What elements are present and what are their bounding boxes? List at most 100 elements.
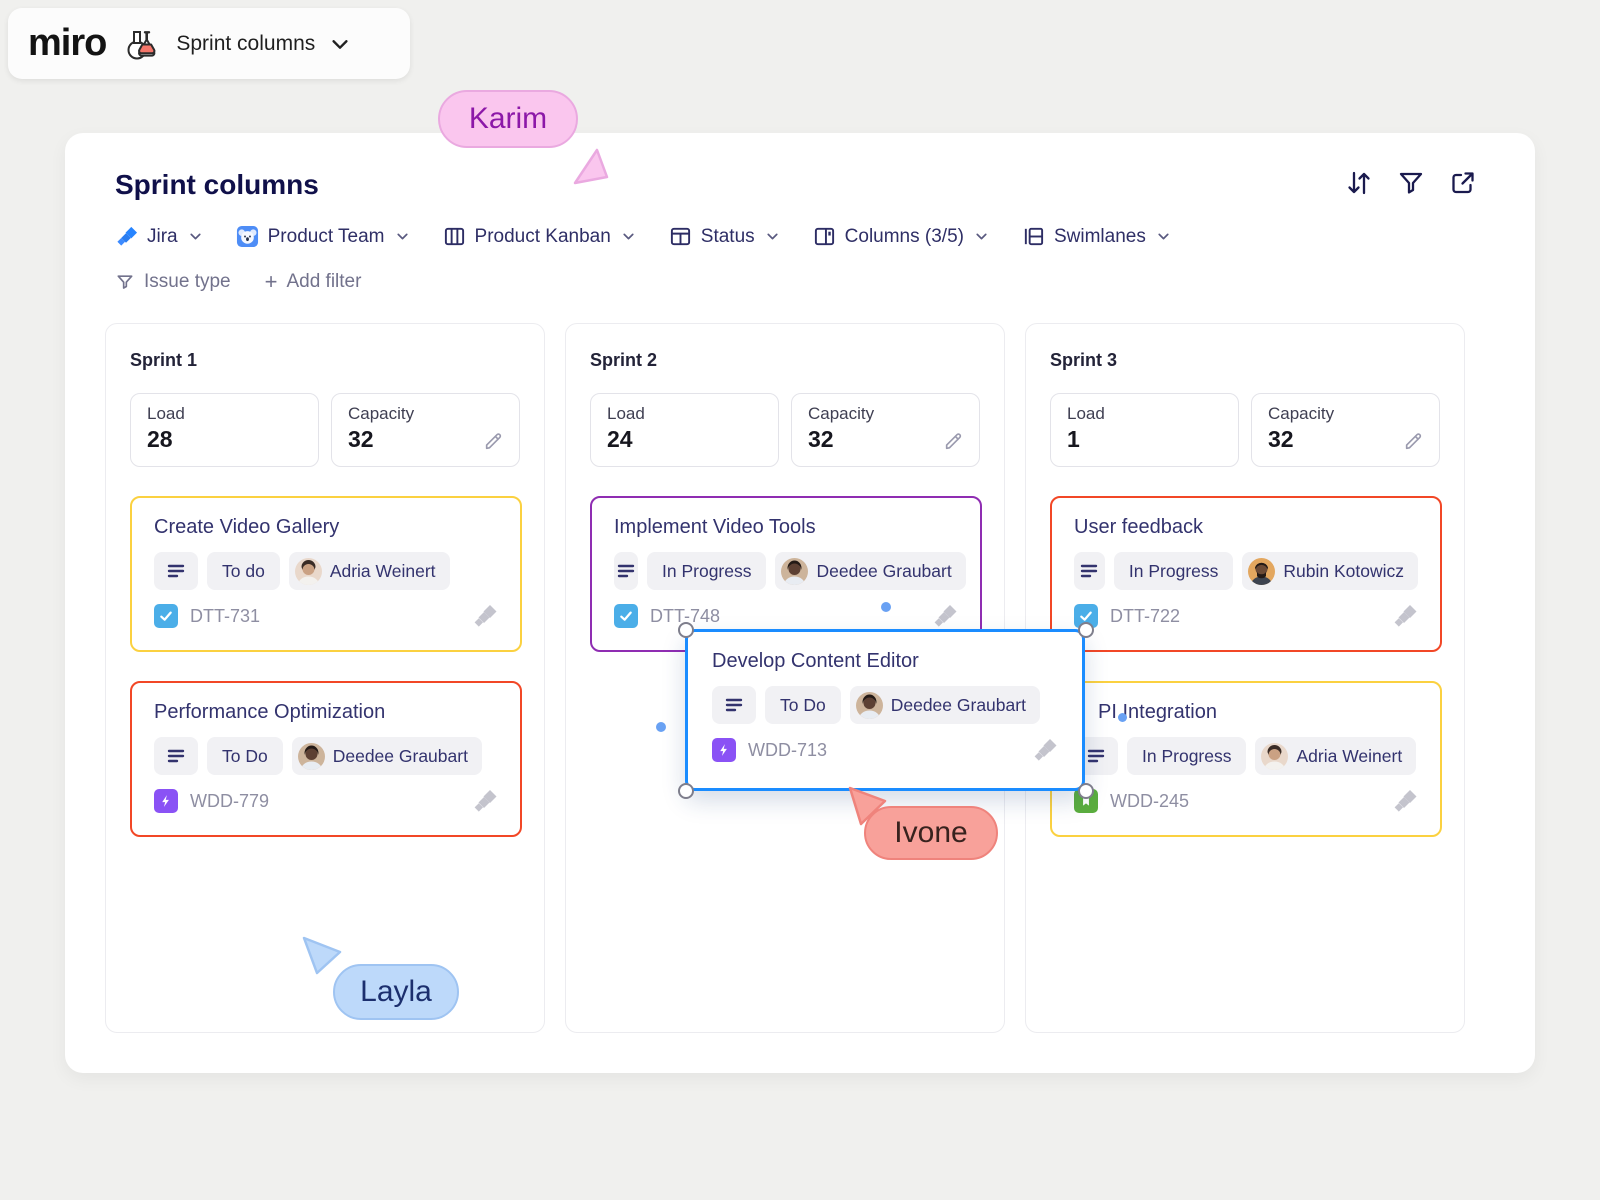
status-label: In Progress xyxy=(1128,560,1219,581)
miro-logo: miro xyxy=(28,22,107,64)
capacity-value: 32 xyxy=(348,426,374,452)
load-box: Load 24 xyxy=(590,393,779,467)
card-title: PI Integration xyxy=(1098,701,1217,723)
filter-icon[interactable] xyxy=(1397,169,1425,197)
description-icon[interactable] xyxy=(154,552,198,590)
load-label: Load xyxy=(147,404,185,423)
filter-product-kanban[interactable]: Product Kanban xyxy=(443,225,637,248)
collaborator-name: Karim xyxy=(468,102,548,135)
status-chip[interactable]: To do xyxy=(207,552,280,590)
load-value: 28 xyxy=(147,426,173,452)
collaborator-name: Ivone xyxy=(894,816,968,849)
card-implement-video-tools[interactable]: Implement Video Tools In Progress Deedee… xyxy=(590,496,982,652)
sort-icon[interactable] xyxy=(1345,169,1373,197)
selection-handle-bottom-left[interactable] xyxy=(678,783,694,799)
flask-board-icon xyxy=(124,25,162,63)
issue-type-task-icon xyxy=(154,604,178,628)
status-label: To do xyxy=(222,560,265,581)
sprint-columns-widget: Sprint columns xyxy=(65,133,1535,1073)
status-label: To Do xyxy=(780,694,826,715)
filter-product-team[interactable]: Product Team xyxy=(236,225,411,248)
column-sprint-3: Sprint 3 Load 1 Capacity 32 User feedbac… xyxy=(1025,323,1465,1033)
load-label: Load xyxy=(1067,404,1105,423)
selection-handle-top-right[interactable] xyxy=(1078,622,1094,638)
capacity-box: Capacity 32 xyxy=(331,393,520,467)
jira-icon xyxy=(932,603,958,629)
load-value: 1 xyxy=(1067,426,1080,452)
capacity-box: Capacity 32 xyxy=(1251,393,1440,467)
filter-label: Columns (3/5) xyxy=(844,225,964,247)
edit-pencil-icon[interactable] xyxy=(943,430,965,452)
jira-icon xyxy=(115,225,138,248)
description-icon[interactable] xyxy=(614,552,638,590)
assignee-chip[interactable]: Deedee Graubart xyxy=(775,552,966,590)
issue-key: DTT-731 xyxy=(190,605,261,626)
karim-cursor-pointer xyxy=(573,148,609,185)
card-pi-integration[interactable]: PI Integration In Progress Adria Weinert xyxy=(1050,681,1442,837)
app-bar: miro Sprint columns xyxy=(8,8,410,79)
load-box: Load 28 xyxy=(130,393,319,467)
edit-pencil-icon[interactable] xyxy=(1403,430,1425,452)
description-icon[interactable] xyxy=(1074,552,1105,590)
collaborator-dot xyxy=(1118,713,1127,722)
issue-type-bolt-icon xyxy=(712,738,736,762)
issue-type-label: Issue type xyxy=(144,271,231,292)
issue-type-filter[interactable]: Issue type xyxy=(115,271,231,293)
add-filter-button[interactable]: + Add filter xyxy=(265,271,362,293)
assignee-name: Deedee Graubart xyxy=(890,694,1026,715)
card-user-feedback[interactable]: User feedback In Progress Rubin Kotowicz xyxy=(1050,496,1442,652)
capacity-value: 32 xyxy=(808,426,834,452)
status-label: To Do xyxy=(222,745,268,766)
assignee-chip[interactable]: Rubin Kotowicz xyxy=(1242,552,1418,590)
issue-type-bolt-icon xyxy=(154,789,178,813)
chevron-down-icon xyxy=(620,228,637,245)
widget-toolbar xyxy=(1345,169,1477,197)
swimlanes-icon xyxy=(1022,225,1045,248)
edit-pencil-icon[interactable] xyxy=(483,430,505,452)
add-filter-label: Add filter xyxy=(286,271,362,292)
assignee-name: Adria Weinert xyxy=(329,560,436,581)
status-chip[interactable]: To Do xyxy=(765,686,841,724)
assignee-name: Rubin Kotowicz xyxy=(1283,560,1404,581)
column-name: Sprint 2 xyxy=(590,350,658,370)
avatar xyxy=(855,691,883,719)
filter-status[interactable]: Status xyxy=(669,225,781,248)
card-create-video-gallery[interactable]: Create Video Gallery To do Adria Weinert xyxy=(130,496,522,652)
status-chip[interactable]: In Progress xyxy=(1113,552,1234,590)
card-performance-optimization[interactable]: Performance Optimization To Do Deedee Gr… xyxy=(130,681,522,837)
avatar xyxy=(294,557,322,585)
capacity-label: Capacity xyxy=(1268,404,1335,423)
avatar xyxy=(781,557,809,585)
board-switcher[interactable]: Sprint columns xyxy=(124,25,351,63)
filter-bar: Jira Product Team Prod xyxy=(115,225,1172,248)
selection-handle-top-left[interactable] xyxy=(678,622,694,638)
card-title: Create Video Gallery xyxy=(154,516,340,538)
open-in-new-icon[interactable] xyxy=(1449,169,1477,197)
description-icon[interactable] xyxy=(154,737,198,775)
card-title: Implement Video Tools xyxy=(614,516,816,538)
jira-icon xyxy=(1392,603,1418,629)
assignee-chip[interactable]: Adria Weinert xyxy=(1255,737,1417,775)
capacity-value: 32 xyxy=(1268,426,1294,452)
assignee-chip[interactable]: Deedee Graubart xyxy=(849,686,1040,724)
assignee-chip[interactable]: Adria Weinert xyxy=(288,552,450,590)
filter-jira[interactable]: Jira xyxy=(115,225,204,248)
chevron-down-icon xyxy=(187,228,204,245)
description-icon[interactable] xyxy=(712,686,756,724)
issue-key: DTT-748 xyxy=(650,605,721,626)
chevron-down-icon xyxy=(973,228,990,245)
filter-swimlanes[interactable]: Swimlanes xyxy=(1022,225,1172,248)
status-chip[interactable]: To Do xyxy=(207,737,283,775)
capacity-label: Capacity xyxy=(808,404,875,423)
selection-handle-bottom-right[interactable] xyxy=(1078,783,1094,799)
assignee-chip[interactable]: Deedee Graubart xyxy=(291,737,482,775)
avatar xyxy=(297,742,325,770)
filter-columns[interactable]: Columns (3/5) xyxy=(813,225,990,248)
load-value: 24 xyxy=(607,426,633,452)
cursor-label-ivone: Ivone xyxy=(864,806,998,860)
filter-label: Status xyxy=(700,225,755,247)
status-chip[interactable]: In Progress xyxy=(1127,737,1247,775)
column-name: Sprint 1 xyxy=(130,350,198,370)
status-chip[interactable]: In Progress xyxy=(647,552,767,590)
card-develop-content-editor-selected[interactable]: Develop Content Editor To Do Deedee Grau… xyxy=(685,629,1085,791)
